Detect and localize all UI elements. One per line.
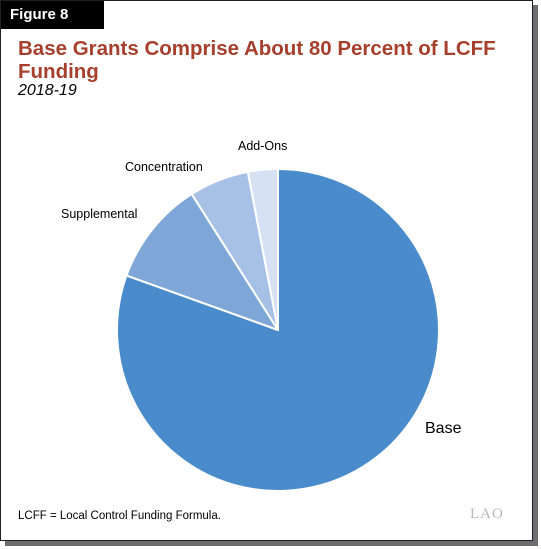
chart-subtitle: 2018-19 [18,82,77,99]
footnote: LCFF = Local Control Funding Formula. [18,510,221,522]
slice-label-add-ons: Add-Ons [238,139,287,153]
pie-slice-supplemental [125,193,279,331]
pie-labels: Base Supplemental Concentration Add-Ons [61,139,462,437]
lao-logo: LAO [470,506,504,522]
figure-label: Figure 8 [1,1,104,29]
pie-slices [116,168,440,492]
slice-label-supplemental: Supplemental [61,207,137,221]
chart-title: Base Grants Comprise About 80 Percent of… [18,37,496,83]
slice-label-base: Base [425,420,462,437]
pie-slice-add-ons [246,168,279,331]
slice-label-concentration: Concentration [125,160,203,174]
